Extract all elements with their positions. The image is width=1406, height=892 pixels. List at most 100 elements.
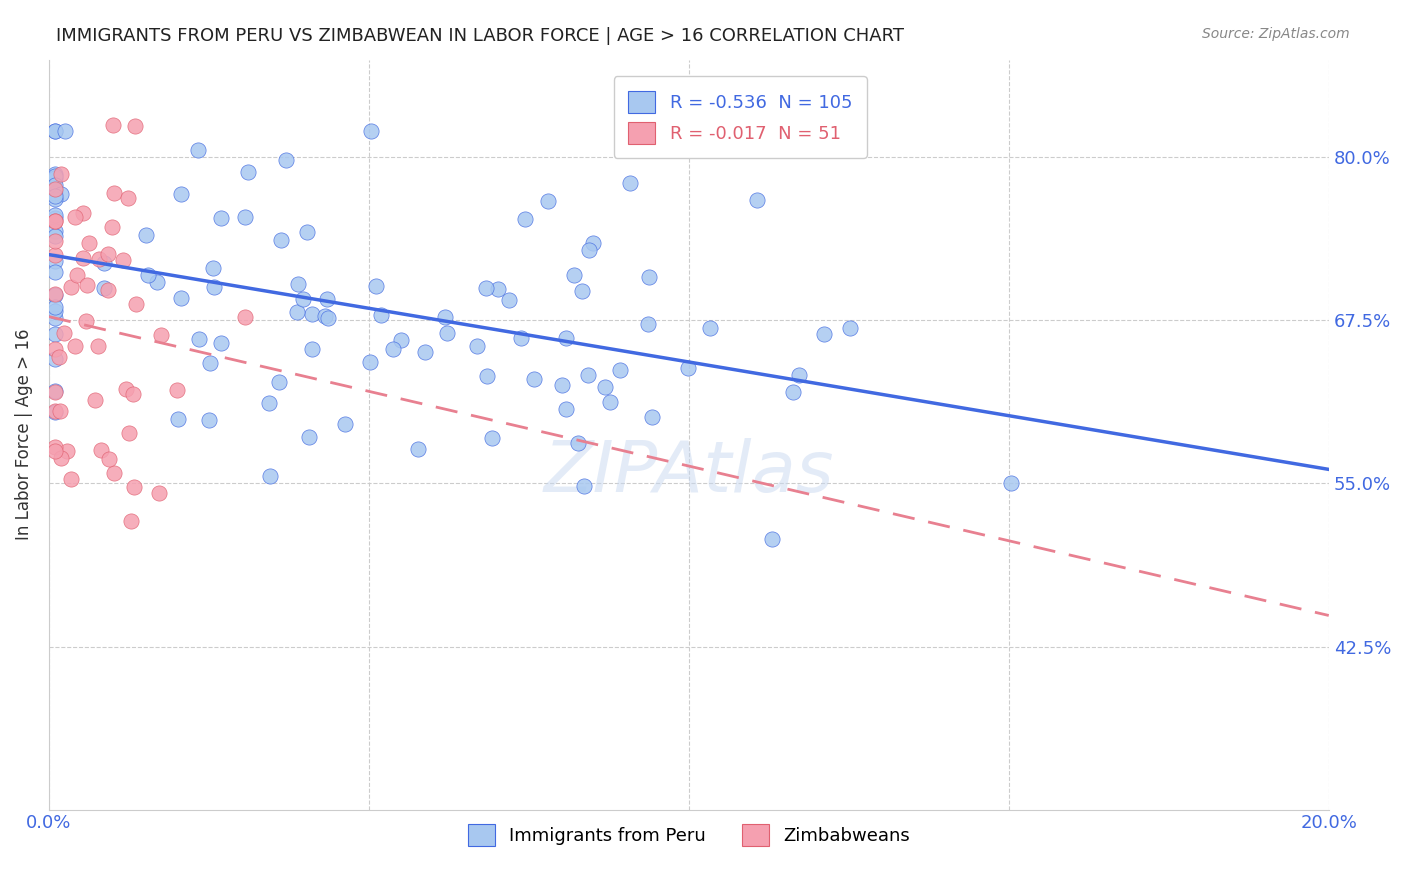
Point [44, 167, 66, 181]
Point [599, 394, 621, 409]
Point [44, 304, 66, 318]
Point [209, 336, 232, 351]
Point [747, 193, 769, 207]
Point [498, 293, 520, 308]
Point [359, 355, 381, 369]
Point [274, 153, 297, 167]
Point [562, 268, 585, 282]
Point [97, 247, 120, 261]
Legend: R = -0.536  N = 105, R = -0.017  N = 51: R = -0.536 N = 105, R = -0.017 N = 51 [613, 76, 866, 158]
Point [787, 368, 810, 382]
Point [551, 377, 574, 392]
Point [198, 412, 221, 426]
Point [103, 118, 125, 132]
Point [593, 380, 616, 394]
Point [641, 409, 664, 424]
Point [44, 384, 66, 399]
Point [301, 307, 323, 321]
Point [44, 213, 66, 227]
Point [44, 213, 66, 227]
Point [93, 256, 115, 270]
Point [76, 277, 98, 292]
Point [481, 431, 503, 445]
Point [44, 405, 66, 419]
Point [44, 171, 66, 186]
Point [406, 442, 429, 457]
Text: Source: ZipAtlas.com: Source: ZipAtlas.com [1202, 27, 1350, 41]
Point [285, 305, 308, 319]
Point [370, 309, 392, 323]
Point [465, 339, 488, 353]
Point [571, 284, 593, 298]
Point [135, 227, 157, 242]
Point [121, 387, 143, 401]
Point [436, 326, 458, 340]
Point [475, 369, 498, 384]
Point [136, 268, 159, 282]
Point [44, 288, 66, 302]
Point [389, 333, 412, 347]
Point [44, 181, 66, 195]
Point [782, 384, 804, 399]
Point [1000, 476, 1022, 491]
Point [316, 292, 339, 306]
Y-axis label: In Labor Force | Age > 16: In Labor Force | Age > 16 [15, 329, 32, 541]
Point [101, 219, 124, 234]
Point [44, 186, 66, 201]
Point [72, 252, 94, 266]
Point [44, 300, 66, 314]
Point [198, 356, 221, 370]
Point [236, 165, 259, 179]
Point [475, 281, 498, 295]
Point [382, 342, 405, 356]
Point [103, 186, 125, 201]
Point [124, 296, 146, 310]
Point [122, 480, 145, 494]
Point [86, 339, 108, 353]
Point [117, 191, 139, 205]
Point [44, 208, 66, 222]
Point [434, 310, 457, 324]
Point [44, 253, 66, 268]
Text: ZIPAtlas: ZIPAtlas [544, 438, 834, 507]
Point [150, 328, 173, 343]
Point [60, 472, 83, 486]
Point [486, 282, 509, 296]
Point [269, 375, 291, 389]
Point [89, 252, 111, 266]
Point [66, 268, 89, 282]
Point [316, 311, 339, 326]
Point [77, 235, 100, 250]
Point [699, 321, 721, 335]
Point [44, 189, 66, 203]
Point [413, 345, 436, 359]
Point [166, 412, 188, 426]
Point [111, 252, 134, 267]
Point [44, 169, 66, 183]
Point [170, 291, 193, 305]
Point [44, 326, 66, 341]
Point [582, 236, 605, 251]
Point [53, 326, 76, 340]
Point [510, 331, 533, 345]
Point [148, 486, 170, 500]
Point [44, 384, 66, 398]
Point [49, 186, 72, 201]
Point [333, 417, 356, 432]
Point [118, 425, 141, 440]
Point [166, 383, 188, 397]
Point [44, 265, 66, 279]
Point [314, 309, 336, 323]
Point [676, 360, 699, 375]
Point [209, 211, 232, 226]
Point [44, 124, 66, 138]
Point [187, 143, 209, 157]
Point [93, 281, 115, 295]
Point [609, 363, 631, 377]
Point [97, 283, 120, 297]
Point [287, 277, 309, 291]
Point [576, 368, 599, 383]
Point [298, 430, 321, 444]
Point [537, 194, 560, 208]
Point [554, 402, 576, 417]
